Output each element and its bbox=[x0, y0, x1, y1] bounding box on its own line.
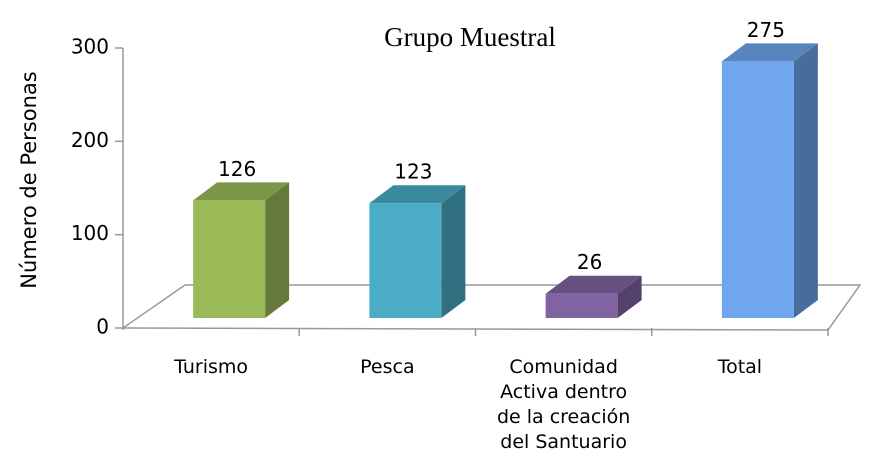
data-label: 275 bbox=[747, 18, 785, 42]
bar-top bbox=[721, 43, 818, 62]
y-tick-label: 0 bbox=[96, 315, 109, 339]
x-tick-label: Comunidad Activa dentro de la creación d… bbox=[496, 356, 631, 453]
bar-side bbox=[265, 182, 290, 318]
bar bbox=[193, 200, 266, 318]
floor bbox=[120, 284, 862, 331]
x-tick-label: Total bbox=[717, 356, 763, 378]
x-tick-label: Pesca bbox=[360, 356, 415, 378]
y-axis-label: Número de Personas bbox=[17, 71, 41, 288]
bar-side bbox=[617, 275, 642, 318]
x-tick-label: Turismo bbox=[174, 356, 249, 378]
bar-top bbox=[193, 182, 290, 201]
bar-side bbox=[441, 185, 466, 318]
data-label: 26 bbox=[577, 250, 602, 274]
y-tick-label: 200 bbox=[71, 128, 109, 152]
bar-side bbox=[793, 43, 818, 318]
bar-top bbox=[369, 185, 466, 204]
bar bbox=[369, 203, 442, 318]
data-label: 123 bbox=[394, 160, 432, 184]
bar bbox=[721, 61, 794, 318]
chart-title: Grupo Muestral bbox=[384, 22, 556, 52]
data-label: 126 bbox=[218, 157, 256, 181]
bar bbox=[545, 293, 618, 318]
y-tick-label: 300 bbox=[71, 35, 109, 59]
y-tick-label: 100 bbox=[71, 221, 109, 245]
bar-top bbox=[545, 275, 642, 294]
